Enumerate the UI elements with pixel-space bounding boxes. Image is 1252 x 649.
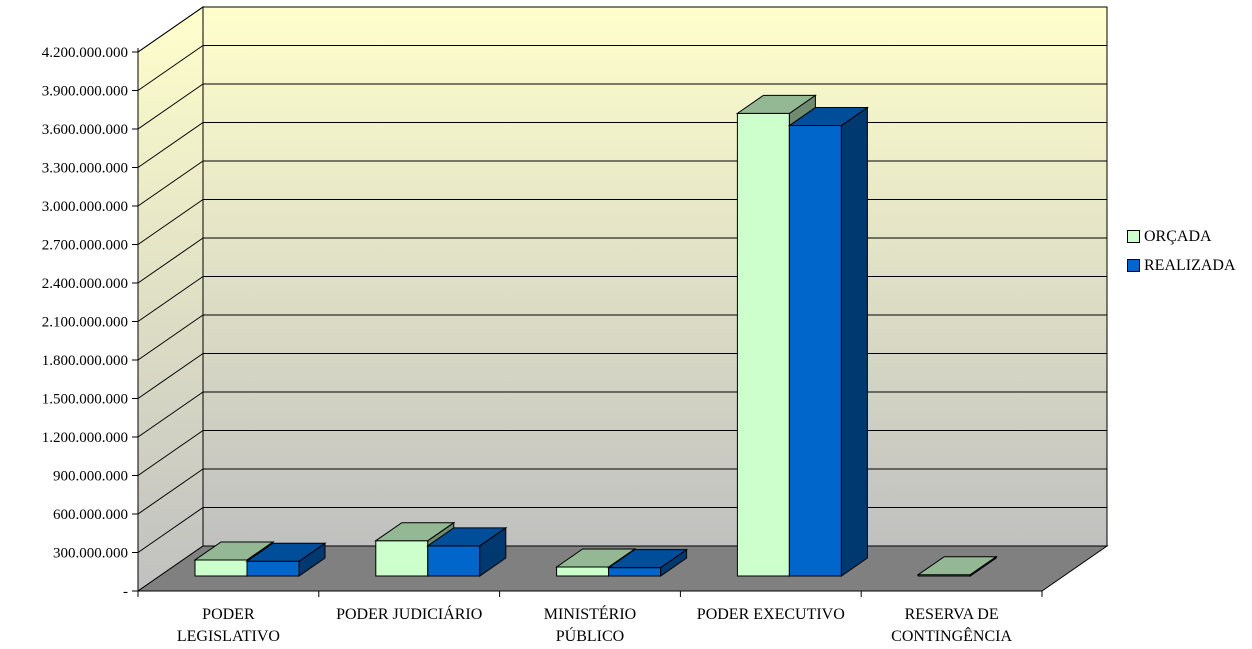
y-tick-label: 2.100.000.000 (42, 315, 128, 331)
x-category-label: PODER JUDICIÁRIO (336, 604, 482, 623)
bar-top (245, 542, 327, 562)
legend-item-orcada: ORÇADA (1127, 222, 1236, 251)
bar-side (840, 106, 868, 577)
y-tick-label: - (123, 584, 128, 600)
x-category-label: PODER (202, 606, 255, 623)
y-tick-label: 3.900.000.000 (42, 84, 128, 100)
gridline-side (137, 199, 204, 245)
gridline-side (137, 391, 204, 438)
y-tick-label: 3.300.000.000 (42, 161, 128, 177)
bar-front (736, 112, 790, 577)
bar-front (427, 545, 481, 577)
gridline-side (137, 468, 204, 515)
x-category-label: PÚBLICO (556, 626, 624, 645)
x-category-label: CONTINGÊNCIA (891, 626, 1012, 645)
gridline-side (137, 237, 204, 284)
legend-swatch-orcada (1127, 230, 1140, 243)
x-category-label: LEGISLATIVO (177, 628, 280, 645)
y-tick-label: 600.000.000 (53, 507, 128, 523)
bar-realizada (245, 542, 327, 577)
bar-top (916, 556, 998, 576)
bar-front (608, 567, 662, 577)
bar-front (375, 540, 429, 577)
bar-top (554, 548, 637, 568)
y-tick-label: 2.700.000.000 (42, 238, 128, 254)
gridline-side (137, 430, 204, 476)
bar-top (426, 527, 508, 547)
bar-realizada (787, 106, 870, 577)
bar-realizada (606, 548, 689, 577)
gridline-side (137, 507, 204, 553)
bar-top (735, 94, 818, 114)
gridline-side (137, 314, 204, 361)
y-tick-label: 1.800.000.000 (42, 353, 128, 369)
y-tick-label: 300.000.000 (53, 546, 128, 562)
x-category-label: PODER EXECUTIVO (697, 606, 845, 623)
gridline-side (137, 122, 204, 168)
y-tick-label: 1.500.000.000 (42, 392, 128, 408)
legend-label-realizada: REALIZADA (1144, 256, 1236, 274)
y-tick-label: 1.200.000.000 (42, 430, 128, 446)
gridline-side (137, 353, 204, 399)
gridline-side (137, 276, 204, 322)
y-tick-label: 3.000.000.000 (42, 199, 128, 215)
bar-orcada (916, 555, 998, 577)
y-tick-label: 2.400.000.000 (42, 276, 128, 292)
gridline-side (137, 83, 204, 130)
bar-front (194, 559, 248, 577)
legend-item-realizada: REALIZADA (1127, 251, 1236, 280)
gridline-side (137, 45, 204, 91)
bar-top (606, 549, 689, 569)
bar-top (374, 522, 456, 542)
bar-top (787, 107, 870, 127)
legend: ORÇADA REALIZADA (1127, 222, 1236, 280)
bar-realizada (426, 526, 508, 577)
y-tick-label: 3.600.000.000 (42, 122, 128, 138)
bar-top (193, 541, 275, 561)
bar-front (556, 566, 610, 577)
bar-front (246, 560, 300, 577)
x-category-label: MINISTÉRIO (544, 604, 636, 623)
legend-swatch-realizada (1127, 259, 1140, 272)
bar-front (788, 125, 842, 577)
x-category-label: RESERVA DE (905, 606, 999, 623)
y-tick-label: 4.200.000.000 (42, 45, 128, 61)
gridline-side (137, 160, 204, 207)
y-tick-label: 900.000.000 (53, 469, 128, 485)
gridline-side (137, 6, 204, 53)
legend-label-orcada: ORÇADA (1144, 227, 1212, 245)
